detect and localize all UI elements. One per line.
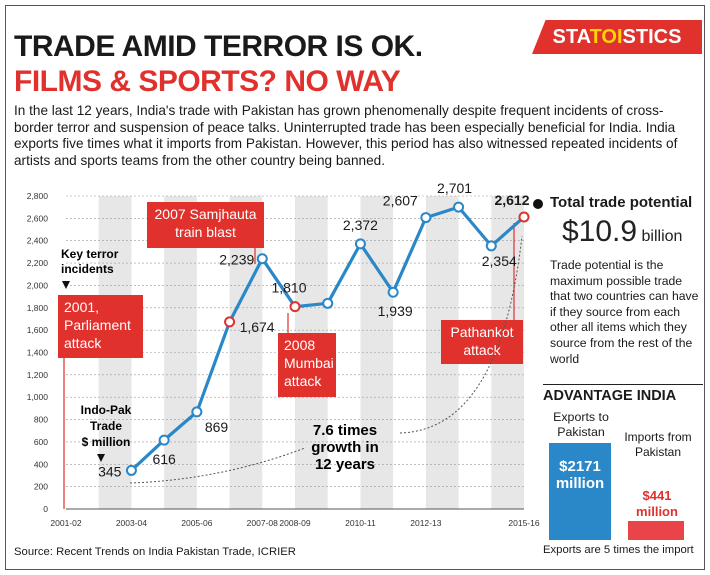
y-tick-label: 1,200 xyxy=(27,370,49,380)
x-axis: 2001-02 2003-04 2005-06 2007-08 2008-09 2010-… xyxy=(50,518,539,528)
title-line-2: FILMS & SPORTS? NO WAY xyxy=(14,65,401,98)
key-label: Key terror xyxy=(61,247,119,261)
data-label: 2,354 xyxy=(482,253,517,269)
data-point xyxy=(453,201,465,213)
series-label: $ million xyxy=(82,435,131,449)
data-point xyxy=(289,301,301,313)
growth-arrow-left xyxy=(129,447,306,484)
x-tick-label: 2008-09 xyxy=(279,518,310,528)
y-tick-label: 1,000 xyxy=(27,392,49,402)
data-label: 345 xyxy=(98,463,122,479)
event-label: attack xyxy=(64,335,102,351)
trade-potential-description: Trade potential is the maximum possible … xyxy=(550,258,699,366)
event-box xyxy=(58,295,143,358)
data-label: 1,939 xyxy=(378,303,413,319)
growth-arrow-right xyxy=(399,235,523,434)
y-tick-label: 200 xyxy=(34,482,48,492)
x-tick-label: 2001-02 xyxy=(50,518,81,528)
y-tick-label: 2,200 xyxy=(27,258,49,268)
event-label: attack xyxy=(463,342,501,358)
data-label: 2,612 xyxy=(494,192,529,208)
event-label: attack xyxy=(284,373,322,389)
brand-logo: STATOISTICS xyxy=(532,20,702,54)
data-label: 2,607 xyxy=(383,193,418,209)
y-tick-label: 2,800 xyxy=(27,191,49,201)
y-tick-label: 1,400 xyxy=(27,348,49,358)
growth-note: growth in xyxy=(311,439,379,456)
exports-label: Exports to Pakistan xyxy=(553,410,609,439)
y-axis: 0 200 400 600 800 1,000 1,200 1,400 1,600 1,800 2,… xyxy=(27,191,49,514)
y-tick-label: 600 xyxy=(34,437,48,447)
arrow-down-icon xyxy=(62,281,70,289)
divider xyxy=(543,384,703,385)
data-label: 616 xyxy=(152,451,176,467)
series-label: Trade xyxy=(90,419,122,433)
event-box xyxy=(147,202,264,248)
y-tick-label: 800 xyxy=(34,415,48,425)
intro-paragraph: In the last 12 years, India's trade with… xyxy=(14,103,678,168)
x-tick-label: 2012-13 xyxy=(410,518,441,528)
exports-note: Exports are 5 times the import xyxy=(543,544,694,556)
event-label: Mumbai xyxy=(284,355,334,371)
data-label: 2,701 xyxy=(437,180,472,196)
imports-label: Imports from Pakistan xyxy=(624,430,692,459)
event-box xyxy=(441,320,523,364)
data-point xyxy=(420,212,432,224)
data-label: 2,239 xyxy=(219,252,254,268)
trade-potential-value: $10.9 billion xyxy=(562,215,683,248)
data-point xyxy=(354,238,366,250)
exports-bar xyxy=(549,443,611,540)
y-tick-label: 400 xyxy=(34,459,48,469)
arrow-down-icon xyxy=(97,454,105,462)
key-label: incidents xyxy=(61,262,114,276)
x-tick-label: 2007-08 xyxy=(247,518,278,528)
exports-value: $2171 million xyxy=(555,458,605,492)
trade-points: 345 616 869 1,674 2,239 1,810 2,372 1,939 2,607 2… xyxy=(98,180,530,479)
series-label: Indo-Pak xyxy=(81,403,132,417)
data-label: 869 xyxy=(205,419,229,435)
y-tick-label: 2,600 xyxy=(27,213,49,223)
event-label: Parliament xyxy=(64,317,131,333)
event-label: train blast xyxy=(175,224,236,240)
data-point xyxy=(387,286,399,298)
y-tick-label: 0 xyxy=(43,504,48,514)
bullet-icon xyxy=(533,199,543,209)
data-point xyxy=(322,297,334,309)
data-point xyxy=(158,434,170,446)
growth-note: 7.6 times xyxy=(313,422,377,439)
event-label: 2008 xyxy=(284,337,315,353)
data-label: 1,674 xyxy=(240,319,275,335)
source-note: Source: Recent Trends on India Pakistan … xyxy=(14,546,296,558)
advantage-india-title: ADVANTAGE INDIA xyxy=(543,388,677,404)
trade-potential-title: Total trade potential xyxy=(550,194,693,211)
data-point xyxy=(125,464,137,476)
data-point xyxy=(256,253,268,265)
infographic-frame xyxy=(5,5,705,570)
event-box xyxy=(278,333,336,397)
y-tick-label: 2,400 xyxy=(27,236,49,246)
event-label: Pathankot xyxy=(450,324,513,340)
x-tick-label: 2010-11 xyxy=(345,518,376,528)
data-point xyxy=(518,211,530,223)
event-label: 2001, xyxy=(64,299,99,315)
growth-note: 12 years xyxy=(315,456,375,473)
x-tick-label: 2003-04 xyxy=(116,518,147,528)
title-line-1: TRADE AMID TERROR IS OK. xyxy=(14,30,423,63)
data-point xyxy=(224,316,236,328)
event-markers: 2001, Parliament attack 2007 Samjhauta train… xyxy=(58,202,523,509)
y-tick-label: 1,800 xyxy=(27,303,49,313)
y-tick-label: 1,600 xyxy=(27,325,49,335)
imports-bar xyxy=(628,521,684,540)
imports-value: $441 million xyxy=(636,488,678,519)
data-point xyxy=(485,240,497,252)
data-label: 2,372 xyxy=(343,217,378,233)
event-label: 2007 Samjhauta xyxy=(155,206,257,222)
x-tick-label: 2015-16 xyxy=(508,518,539,528)
y-tick-label: 2,000 xyxy=(27,280,49,290)
x-tick-label: 2005-06 xyxy=(181,518,212,528)
data-label: 1,810 xyxy=(271,280,306,296)
data-point xyxy=(191,406,203,418)
